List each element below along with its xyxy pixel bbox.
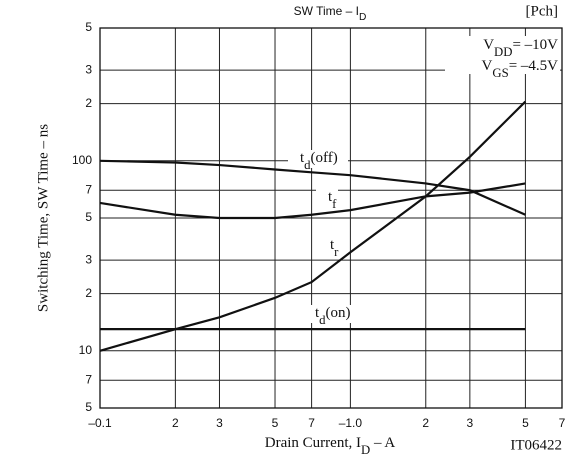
series-label: td(on) xyxy=(315,305,351,326)
x-tick-label: 3 xyxy=(467,416,474,430)
line-series xyxy=(99,182,526,220)
condition-part: DD xyxy=(494,45,512,59)
annotation: [Pch] xyxy=(526,3,559,19)
x-tick-label: 5 xyxy=(272,416,279,430)
y-tick-label: 7 xyxy=(85,372,92,386)
condition: VGS= –4.5V xyxy=(482,58,559,79)
y-tick-label: 100 xyxy=(72,153,92,167)
label-bg xyxy=(303,305,363,323)
y-tick-label: 2 xyxy=(85,96,92,110)
annotation: IT06422 xyxy=(510,437,562,453)
x-axis-label-part: Drain Current, I xyxy=(265,435,361,451)
label-bg xyxy=(318,237,340,255)
y-tick-label: 5 xyxy=(85,210,92,224)
y-tick-label: 5 xyxy=(85,20,92,34)
series-label-part: f xyxy=(332,197,337,211)
series-label-part: (off) xyxy=(311,150,338,166)
series-label-part: r xyxy=(334,245,339,259)
x-axis-label: Drain Current, ID – A xyxy=(265,435,396,456)
y-tick-label: 5 xyxy=(85,400,92,414)
x-tick-label: 5 xyxy=(522,416,529,430)
condition-part: GS xyxy=(492,66,508,80)
line-series xyxy=(99,159,526,216)
x-tick-label: –1.0 xyxy=(339,416,363,430)
series-label-part: t xyxy=(328,189,333,205)
series-label-part: t xyxy=(300,150,305,166)
x-tick-label: 2 xyxy=(172,416,179,430)
y-tick-label: 3 xyxy=(85,62,92,76)
condition-part: V xyxy=(482,58,493,74)
chart-title: SW Time – ID xyxy=(294,4,367,23)
condition: VDD= –10V xyxy=(483,37,558,58)
series-label-part: t xyxy=(315,305,320,321)
x-axis-label-part: D xyxy=(361,443,370,457)
x-tick-label: 7 xyxy=(308,416,315,430)
series-label-part: t xyxy=(330,237,335,253)
y-tick-label: 3 xyxy=(85,252,92,266)
series-label: tr xyxy=(330,237,339,258)
label-bg xyxy=(288,150,348,168)
y-tick-label: 2 xyxy=(85,286,92,300)
condition-part: V xyxy=(483,37,494,53)
label-bg xyxy=(316,189,338,207)
chart-title-part: D xyxy=(359,12,366,23)
y-tick-label: 7 xyxy=(85,182,92,196)
y-axis-label: Switching Time, SW Time – ns xyxy=(35,124,51,312)
x-tick-label: 3 xyxy=(216,416,223,430)
line-series xyxy=(99,100,527,352)
y-tick-label: 10 xyxy=(79,343,93,357)
series-label: td(off) xyxy=(300,150,338,171)
series-label-part: (on) xyxy=(326,305,351,321)
x-tick-label: –0.1 xyxy=(88,416,112,430)
x-axis-label-part: – A xyxy=(370,435,395,451)
label-bg xyxy=(445,36,560,74)
series-label: tf xyxy=(328,189,337,210)
plot-frame xyxy=(99,27,563,409)
x-tick-label: 2 xyxy=(422,416,429,430)
chart-title-part: SW Time – I xyxy=(294,4,359,18)
condition-part: = –10V xyxy=(512,37,558,53)
series-label-part: d xyxy=(319,313,326,327)
series-label-part: d xyxy=(304,158,311,172)
condition-part: = –4.5V xyxy=(509,58,558,74)
x-tick-label: 7 xyxy=(559,416,566,430)
